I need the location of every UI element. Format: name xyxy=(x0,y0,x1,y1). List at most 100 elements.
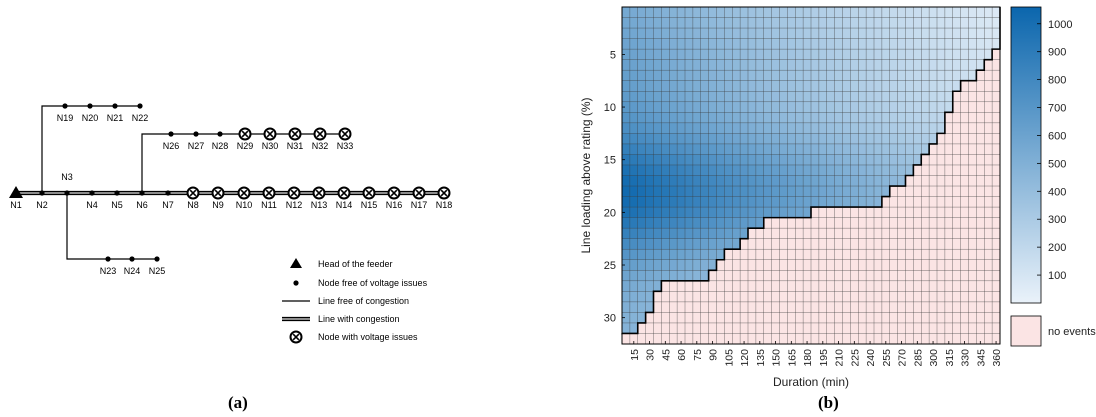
heatmap-cell xyxy=(921,38,930,50)
heatmap-cell xyxy=(842,49,851,60)
heatmap-cell xyxy=(645,122,654,134)
heatmap-cell xyxy=(708,280,717,292)
heatmap-cell xyxy=(897,38,906,50)
heatmap-cell xyxy=(685,38,694,50)
heatmap-cell xyxy=(921,70,930,82)
heatmap-cell xyxy=(677,291,686,303)
heatmap-cell xyxy=(803,91,812,103)
heatmap-cell xyxy=(622,112,631,124)
heatmap-cell xyxy=(905,238,914,250)
heatmap-cell xyxy=(834,186,843,197)
heatmap-cell xyxy=(629,333,639,345)
heatmap-cell xyxy=(748,80,757,92)
heatmap-cell xyxy=(968,228,977,239)
heatmap-cell xyxy=(629,80,639,92)
heatmap-cell xyxy=(834,280,843,292)
heatmap-cell xyxy=(968,207,977,218)
y-axis-label: Line loading above rating (%) xyxy=(579,97,593,253)
heatmap-cell xyxy=(818,259,828,271)
heatmap-cell xyxy=(834,38,843,50)
heatmap-cell xyxy=(645,186,654,197)
heatmap-cell xyxy=(842,312,851,324)
heatmap-cell xyxy=(921,186,930,197)
heatmap-cell xyxy=(866,122,875,134)
heatmap-cell xyxy=(771,207,780,218)
heatmap-cell xyxy=(748,154,757,166)
heatmap-cell xyxy=(787,70,796,82)
heatmap-cell xyxy=(960,270,969,282)
heatmap-cell xyxy=(692,17,702,29)
heatmap-cell xyxy=(960,101,969,113)
node-n26-label: N26 xyxy=(163,141,180,151)
heatmap-cell xyxy=(692,228,702,239)
heatmap-cell xyxy=(960,91,969,103)
heatmap-cell xyxy=(755,38,765,50)
heatmap-cell xyxy=(818,101,828,113)
heatmap-cell xyxy=(795,196,804,208)
heatmap-cell xyxy=(937,17,946,29)
legend-item-double-line: Line with congestion xyxy=(282,314,400,324)
heatmap-cell xyxy=(866,143,875,155)
node-n27-label: N27 xyxy=(188,141,205,151)
heatmap-cell xyxy=(708,259,717,271)
heatmap-cell xyxy=(708,186,717,197)
heatmap-cell xyxy=(708,196,717,208)
heatmap-cell xyxy=(944,270,954,282)
node-n22-label: N22 xyxy=(132,113,149,123)
heatmap-cell xyxy=(685,164,694,176)
heatmap-cell xyxy=(795,70,804,82)
heatmap-cell xyxy=(803,228,812,239)
heatmap-cell xyxy=(622,164,631,176)
colorbar-tick-label: 300 xyxy=(1048,214,1066,226)
heatmap-cell xyxy=(677,133,686,145)
heatmap-cell xyxy=(976,28,985,39)
heatmap-cell xyxy=(708,59,717,71)
heatmap-cell xyxy=(921,301,930,313)
legend-dot-icon xyxy=(293,280,299,286)
heatmap-cell xyxy=(992,196,1001,208)
heatmap-cell xyxy=(629,312,639,324)
heatmap-cell xyxy=(897,196,906,208)
heatmap-cell xyxy=(803,49,812,60)
heatmap-cell xyxy=(692,333,702,345)
heatmap-cell xyxy=(771,70,780,82)
heatmap-cell xyxy=(811,207,820,218)
heatmap-cell xyxy=(724,196,733,208)
heatmap-cell xyxy=(897,280,906,292)
heatmap-cell xyxy=(874,270,883,282)
heatmap-cell xyxy=(755,49,765,60)
heatmap-cell xyxy=(897,59,906,71)
heatmap-cell xyxy=(732,186,741,197)
heatmap-cell xyxy=(692,133,702,145)
heatmap-cell xyxy=(874,175,883,187)
node-n31-label: N31 xyxy=(287,141,304,151)
heatmap-cell xyxy=(669,91,678,103)
heatmap-cell xyxy=(716,228,725,239)
heatmap-cell xyxy=(937,143,946,155)
heatmap-cell xyxy=(889,270,898,282)
heatmap-cell xyxy=(724,80,733,92)
heatmap-cell xyxy=(976,322,985,334)
heatmap-cell xyxy=(755,228,765,239)
heatmap-cell xyxy=(834,217,843,229)
node-n1-label: N1 xyxy=(10,200,22,210)
heatmap-cell xyxy=(992,249,1001,261)
heatmap-cell xyxy=(834,238,843,250)
heatmap-cell xyxy=(763,291,772,303)
heatmap-cell xyxy=(858,312,867,324)
heatmap-cell xyxy=(897,228,906,239)
heatmap-cell xyxy=(622,143,631,155)
heatmap-cell xyxy=(952,164,961,176)
heatmap-cell xyxy=(629,38,639,50)
heatmap-cell xyxy=(724,249,733,261)
heatmap-cell xyxy=(866,312,875,324)
heatmap-cell xyxy=(937,333,946,345)
heatmap-cell xyxy=(669,186,678,197)
heatmap-cell xyxy=(716,333,725,345)
heatmap-cell xyxy=(944,38,954,50)
heatmap-cell xyxy=(858,143,867,155)
heatmap-cell xyxy=(913,112,922,124)
heatmap-cell xyxy=(669,175,678,187)
heatmap-cell xyxy=(881,186,891,197)
